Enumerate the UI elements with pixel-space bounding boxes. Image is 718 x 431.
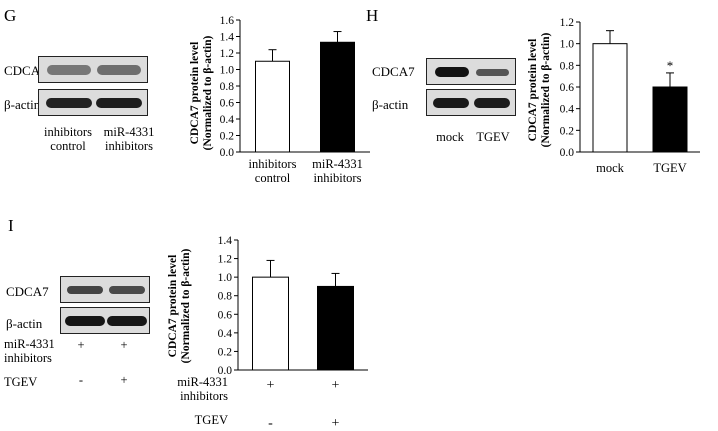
x-category-label: miR-4331 bbox=[312, 157, 363, 171]
y-tick-label: 1.4 bbox=[220, 32, 235, 44]
chart-i-ylabel-2: (Normalized to β-actin) bbox=[180, 249, 192, 364]
bar bbox=[252, 276, 289, 371]
bar bbox=[652, 86, 688, 153]
condition-value: + bbox=[332, 416, 340, 428]
condition-label: TGEV bbox=[195, 413, 228, 427]
chart-g-ylabel-2: (Normalized to β-actin) bbox=[202, 36, 214, 151]
band bbox=[107, 316, 147, 326]
band bbox=[474, 98, 510, 108]
y-tick-label: 1.2 bbox=[560, 17, 575, 29]
chart-g: CDCA7 protein level (Normalized to β-act… bbox=[189, 15, 370, 185]
panel-letter-g: G bbox=[4, 6, 17, 25]
bar bbox=[592, 43, 628, 153]
band bbox=[109, 286, 145, 294]
band bbox=[96, 98, 142, 108]
significance-marker: * bbox=[667, 58, 674, 73]
condition-label-i-1: miR-4331 inhibitors bbox=[4, 337, 55, 365]
y-tick-label: 1.2 bbox=[220, 48, 235, 60]
x-category-label: control bbox=[255, 171, 291, 185]
chart-h-ylabel-1: CDCA7 protein level bbox=[527, 39, 539, 142]
band bbox=[435, 67, 469, 77]
y-tick-label: 0.0 bbox=[560, 147, 575, 159]
y-tick-label: 0.2 bbox=[220, 131, 235, 143]
band bbox=[67, 286, 103, 294]
blot-row-label-actin-i: β-actin bbox=[6, 316, 43, 331]
band bbox=[65, 316, 105, 326]
bar bbox=[320, 41, 355, 153]
lane-label-h-1: mock bbox=[436, 130, 464, 144]
y-tick-label: 1.4 bbox=[218, 235, 233, 247]
blot-row-label-cdca7-h: CDCA7 bbox=[372, 64, 415, 79]
condition-value: + bbox=[120, 373, 128, 387]
blot-strip-actin-h bbox=[426, 89, 516, 116]
condition-value: - bbox=[78, 373, 84, 387]
condition-label: inhibitors bbox=[180, 389, 228, 403]
lane-label-g-2: miR-4331 inhibitors bbox=[103, 125, 155, 153]
bar bbox=[317, 285, 354, 371]
y-tick-label: 0.4 bbox=[218, 328, 233, 340]
chart-g-ylabel-1: CDCA7 protein level bbox=[189, 42, 201, 145]
condition-value: + bbox=[267, 378, 275, 393]
y-tick-label: 1.2 bbox=[218, 254, 233, 266]
y-tick-label: 0.0 bbox=[218, 365, 233, 377]
lane-label-h-2: TGEV bbox=[476, 130, 510, 144]
band bbox=[476, 69, 509, 76]
bar bbox=[255, 60, 290, 153]
panel-letter-h: H bbox=[366, 6, 379, 25]
panel-letter-i: I bbox=[8, 216, 14, 235]
y-tick-label: 1.0 bbox=[560, 39, 575, 51]
blot-strip-cdca7-i bbox=[60, 276, 150, 303]
y-tick-label: 0.4 bbox=[220, 114, 235, 126]
band bbox=[47, 65, 91, 75]
band bbox=[433, 98, 469, 108]
y-tick-label: 0.2 bbox=[560, 125, 575, 137]
y-tick-label: 0.6 bbox=[560, 82, 575, 94]
blot-strip-actin-g bbox=[38, 89, 148, 116]
blot-strip-actin-i bbox=[60, 307, 150, 334]
condition-label-i-2: TGEV bbox=[4, 375, 38, 389]
y-tick-label: 1.0 bbox=[218, 272, 233, 284]
y-tick-label: 0.6 bbox=[218, 309, 233, 321]
chart-h-ylabel-2: (Normalized to β-actin) bbox=[540, 33, 552, 148]
band bbox=[97, 65, 141, 75]
blot-row-label-cdca7-i: CDCA7 bbox=[6, 284, 49, 299]
y-tick-label: 0.8 bbox=[220, 81, 235, 93]
y-tick-label: 0.6 bbox=[220, 98, 235, 110]
x-category-label: inhibitors bbox=[249, 157, 297, 171]
condition-value: - bbox=[268, 416, 273, 428]
y-tick-label: 1.0 bbox=[220, 65, 235, 77]
lane-label-g-1: inhibitors control bbox=[44, 125, 92, 153]
blot-strip-cdca7-h bbox=[426, 58, 516, 85]
band bbox=[46, 98, 92, 108]
blot-strip-cdca7-g bbox=[38, 56, 148, 83]
y-tick-label: 0.4 bbox=[560, 104, 575, 116]
x-category-label: TGEV bbox=[653, 161, 686, 175]
x-category-label: inhibitors bbox=[314, 171, 362, 185]
y-tick-label: 0.2 bbox=[218, 346, 233, 358]
y-tick-label: 0.0 bbox=[220, 147, 235, 159]
y-tick-label: 1.6 bbox=[220, 15, 235, 27]
blot-row-label-cdca7-g: CDCA7 bbox=[4, 63, 47, 78]
y-tick-label: 0.8 bbox=[560, 60, 575, 72]
condition-value: + bbox=[332, 378, 340, 393]
chart-i: CDCA7 protein level (Normalized to β-act… bbox=[167, 235, 368, 428]
blot-row-label-actin-h: β-actin bbox=[372, 97, 409, 112]
x-category-label: mock bbox=[596, 161, 625, 175]
condition-label: miR-4331 bbox=[177, 375, 228, 389]
chart-h: CDCA7 protein level (Normalized to β-act… bbox=[527, 17, 700, 175]
condition-value: + bbox=[77, 338, 85, 352]
chart-i-ylabel-1: CDCA7 protein level bbox=[167, 255, 179, 358]
condition-value: + bbox=[120, 338, 128, 352]
blot-row-label-actin-g: β-actin bbox=[4, 97, 41, 112]
y-tick-label: 0.8 bbox=[218, 291, 233, 303]
